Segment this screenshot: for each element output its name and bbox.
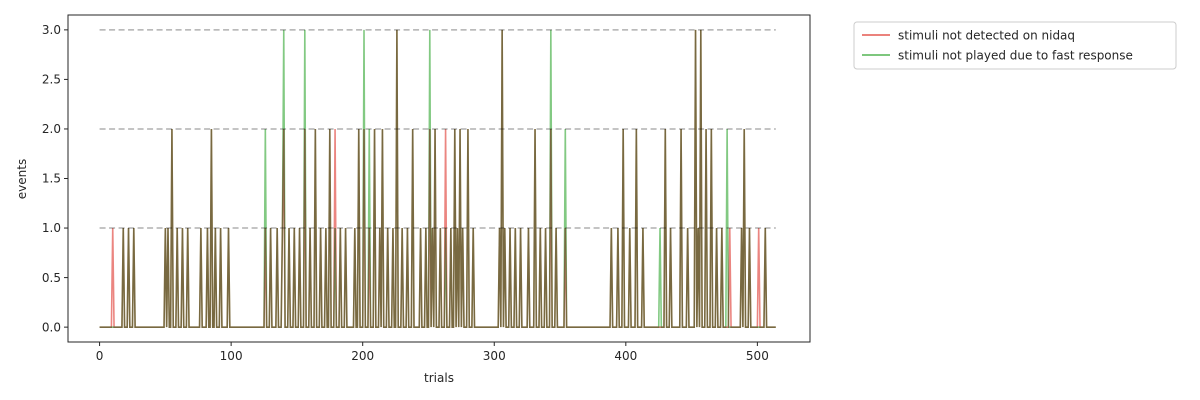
x-axis-label: trials (424, 371, 454, 385)
y-tick-label: 1.5 (42, 172, 61, 186)
y-axis-label: events (15, 159, 29, 199)
reference-lines (99, 29, 776, 229)
legend-label-fast-response: stimuli not played due to fast response (898, 49, 1133, 63)
y-tick-label: 1.0 (42, 221, 61, 235)
x-tick-label: 300 (483, 349, 506, 363)
y-tick-label: 0.5 (42, 271, 61, 285)
x-tick-label: 500 (746, 349, 769, 363)
x-tick-label: 400 (614, 349, 637, 363)
y-tick-label: 2.0 (42, 122, 61, 136)
legend: stimuli not detected on nidaq stimuli no… (853, 21, 1177, 70)
x-axis-ticks: 0 100 200 300 400 500 (96, 342, 769, 363)
legend-box (853, 21, 1177, 70)
y-tick-label: 3.0 (42, 23, 61, 37)
series-line-1 (99, 29, 776, 328)
x-tick-label: 200 (351, 349, 374, 363)
x-tick-label: 0 (96, 349, 104, 363)
x-tick-label: 100 (220, 349, 243, 363)
y-tick-label: 2.5 (42, 73, 61, 87)
y-axis-ticks: 0.0 0.5 1.0 1.5 2.0 2.5 3.0 (42, 23, 68, 334)
y-tick-label: 0.0 (42, 320, 61, 334)
legend-label-nidaq: stimuli not detected on nidaq (898, 29, 1075, 43)
series-layer (99, 29, 776, 328)
